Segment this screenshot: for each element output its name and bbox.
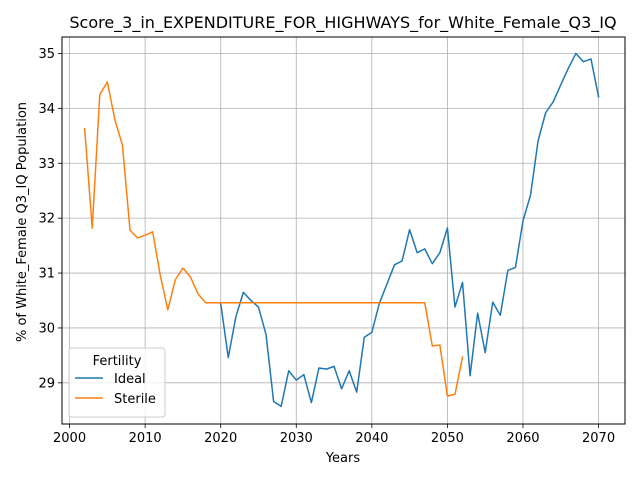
y-tick-label: 35 [38,47,55,62]
y-axis: 29 30 31 32 33 34 35 [38,47,62,391]
chart-title: Score_3_in_EXPENDITURE_FOR_HIGHWAYS_for_… [69,13,616,33]
y-tick-label: 33 [38,157,55,172]
x-tick-label: 2060 [506,431,539,446]
x-axis-label: Years [325,451,361,466]
x-tick-label: 2040 [355,431,388,446]
x-tick-label: 2050 [431,431,464,446]
x-tick-label: 2030 [280,431,313,446]
series-line-sterile [83,81,464,397]
legend-title: Fertility [93,354,142,369]
plot-frame [61,36,626,425]
grid [62,37,625,424]
x-tick-label: 2010 [129,431,162,446]
y-tick-label: 30 [38,321,55,336]
x-tick-label: 2070 [582,431,615,446]
y-tick-label: 32 [38,212,55,227]
series-lines [83,52,600,408]
x-axis: 2000 2010 2020 2030 2040 2050 2060 2070 [53,424,615,446]
legend-label-ideal: Ideal [114,372,146,387]
y-tick-label: 29 [38,376,55,391]
legend-box [68,347,166,418]
y-tick-label: 34 [38,102,55,117]
x-tick-label: 2020 [204,431,237,446]
y-axis-label: % of White_Female Q3_IQ Population [15,102,30,342]
series-line-ideal [219,52,600,408]
y-tick-label: 31 [38,267,55,282]
x-tick-label: 2000 [53,431,86,446]
legend: Fertility Ideal Sterile [68,347,166,418]
legend-label-sterile: Sterile [114,392,156,407]
